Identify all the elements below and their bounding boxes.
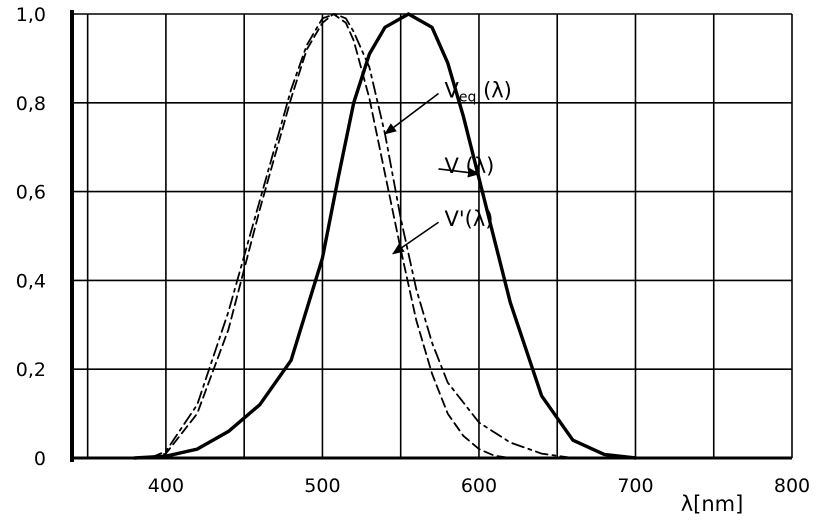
x-tick-label: 500 bbox=[304, 475, 340, 497]
annotation-arrow bbox=[438, 167, 480, 178]
annotations: Veq (λ) V (λ) V'(λ) bbox=[384, 78, 512, 255]
series-group bbox=[132, 12, 638, 460]
x-tick-label: 600 bbox=[461, 475, 497, 497]
annotation-arrow bbox=[384, 92, 440, 135]
axes bbox=[70, 10, 792, 462]
annotation-label: V'(λ) bbox=[445, 207, 494, 231]
series-line bbox=[149, 13, 512, 459]
series-line bbox=[149, 13, 574, 459]
grid bbox=[72, 13, 793, 458]
y-tick-label: 1,0 bbox=[16, 4, 46, 26]
y-tick-label: 0,4 bbox=[16, 270, 46, 292]
y-tick-label: 0,8 bbox=[16, 93, 46, 115]
y-tick-label: 0,2 bbox=[16, 359, 46, 381]
annotation-label: V (λ) bbox=[445, 154, 495, 178]
x-tick-label: 700 bbox=[617, 475, 653, 497]
y-tick-label: 0 bbox=[34, 448, 46, 470]
x-tick-label: 400 bbox=[148, 475, 184, 497]
y-tick-label: 0,6 bbox=[16, 182, 46, 204]
annotation-label: Veq (λ) bbox=[445, 78, 512, 105]
x-axis-label: λ[nm] bbox=[681, 492, 744, 516]
series-line bbox=[132, 12, 638, 460]
tick-labels: 400 500 600 700 800 0 0,2 0,4 0,6 0,8 1,0 bbox=[16, 4, 810, 497]
x-tick-label: 800 bbox=[774, 475, 810, 497]
annotation-arrow bbox=[392, 221, 439, 255]
